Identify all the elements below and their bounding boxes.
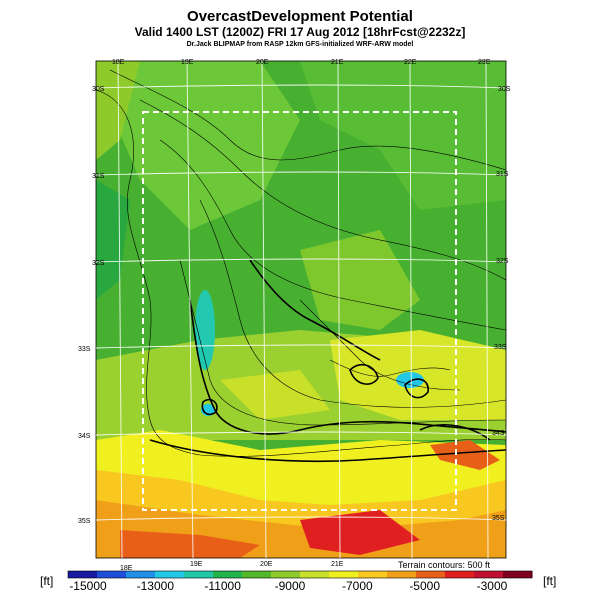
lat-label: 35S bbox=[78, 518, 91, 525]
colorbar-border bbox=[67, 570, 533, 579]
colorbar-swatch bbox=[97, 571, 127, 578]
lat-label: 31S bbox=[496, 171, 509, 178]
lat-label: 30S bbox=[498, 86, 511, 93]
field-patch bbox=[96, 180, 130, 300]
lat-label: 35S bbox=[492, 515, 505, 522]
field-patch bbox=[430, 440, 500, 470]
lat-label: 32S bbox=[496, 258, 509, 265]
colorbar-swatch bbox=[184, 571, 214, 578]
lon-label: 20E bbox=[256, 59, 269, 66]
colorbar-tick-label: -9000 bbox=[275, 579, 306, 593]
colorbar-tick-label: -3000 bbox=[477, 579, 508, 593]
lat-label: 33S bbox=[494, 344, 507, 351]
lat-label: 34S bbox=[492, 430, 505, 437]
colorbar-swatch bbox=[68, 571, 98, 578]
terrain-contours bbox=[96, 69, 506, 457]
colorbar-swatch bbox=[329, 571, 359, 578]
lon-label: 21E bbox=[331, 59, 344, 66]
field-patch bbox=[120, 530, 260, 558]
colorbar-swatch bbox=[387, 571, 417, 578]
lon-label: 20E bbox=[260, 561, 273, 568]
field-patch bbox=[195, 290, 215, 370]
colorbar-swatch bbox=[213, 571, 243, 578]
map-frame bbox=[95, 60, 507, 559]
field-patch bbox=[300, 510, 420, 555]
colorbar-swatch bbox=[445, 571, 475, 578]
field-patch bbox=[300, 61, 506, 210]
colorbar-swatch bbox=[242, 571, 272, 578]
lon-label: 18E bbox=[120, 565, 133, 572]
field-patch bbox=[220, 370, 330, 420]
lat-label: 31S bbox=[92, 173, 105, 180]
lon-label: 18E bbox=[112, 59, 125, 66]
inner-domain-box bbox=[142, 111, 457, 511]
lon-label: 23E bbox=[478, 59, 491, 66]
colorbar-swatch bbox=[155, 571, 185, 578]
thick-contours bbox=[149, 259, 506, 463]
lat-label: 32S bbox=[92, 260, 105, 267]
colorbar-swatch bbox=[503, 571, 533, 578]
lat-label: 34S bbox=[78, 433, 91, 440]
colorbar-swatch bbox=[474, 571, 504, 578]
colorbar-ticks: -15000 -13000 -11000 -9000 -7000 -5000 -3000 bbox=[69, 579, 507, 593]
colorbar-swatch bbox=[271, 571, 301, 578]
lon-label: 21E bbox=[331, 561, 344, 568]
colorbar-swatch bbox=[416, 571, 446, 578]
field-patch bbox=[110, 61, 300, 230]
lon-label: 19E bbox=[181, 59, 194, 66]
source-line: Dr.Jack BLIPMAP from RASP 12km GFS-initi… bbox=[186, 41, 414, 48]
colorbar-tick-label: -5000 bbox=[409, 579, 440, 593]
colorbar-unit-right: [ft] bbox=[543, 574, 557, 588]
graticule bbox=[96, 61, 506, 558]
lat-label: 33S bbox=[78, 346, 91, 353]
colorbar-swatch bbox=[358, 571, 388, 578]
lon-label: 19E bbox=[190, 561, 203, 568]
colorbar-unit-left: [ft] bbox=[40, 574, 54, 588]
colorbar-tick-label: -7000 bbox=[342, 579, 373, 593]
field-patch bbox=[300, 230, 420, 330]
field-patch bbox=[396, 372, 424, 388]
colorbar-swatch bbox=[126, 571, 156, 578]
valid-time-line: Valid 1400 LST (1200Z) FRI 17 Aug 2012 [… bbox=[134, 25, 466, 39]
colorbar bbox=[67, 570, 533, 579]
colorbar-tick-label: -11000 bbox=[204, 579, 241, 593]
colorbar-tick-label: -13000 bbox=[137, 579, 175, 593]
colorbar-tick-label: -15000 bbox=[69, 579, 107, 593]
lat-label: 30S bbox=[92, 86, 105, 93]
lon-label: 22E bbox=[404, 59, 417, 66]
colorbar-swatch bbox=[300, 571, 330, 578]
terrain-contour-note: Terrain contours: 500 ft bbox=[398, 560, 491, 570]
map-title: OvercastDevelopment Potential bbox=[187, 8, 413, 25]
